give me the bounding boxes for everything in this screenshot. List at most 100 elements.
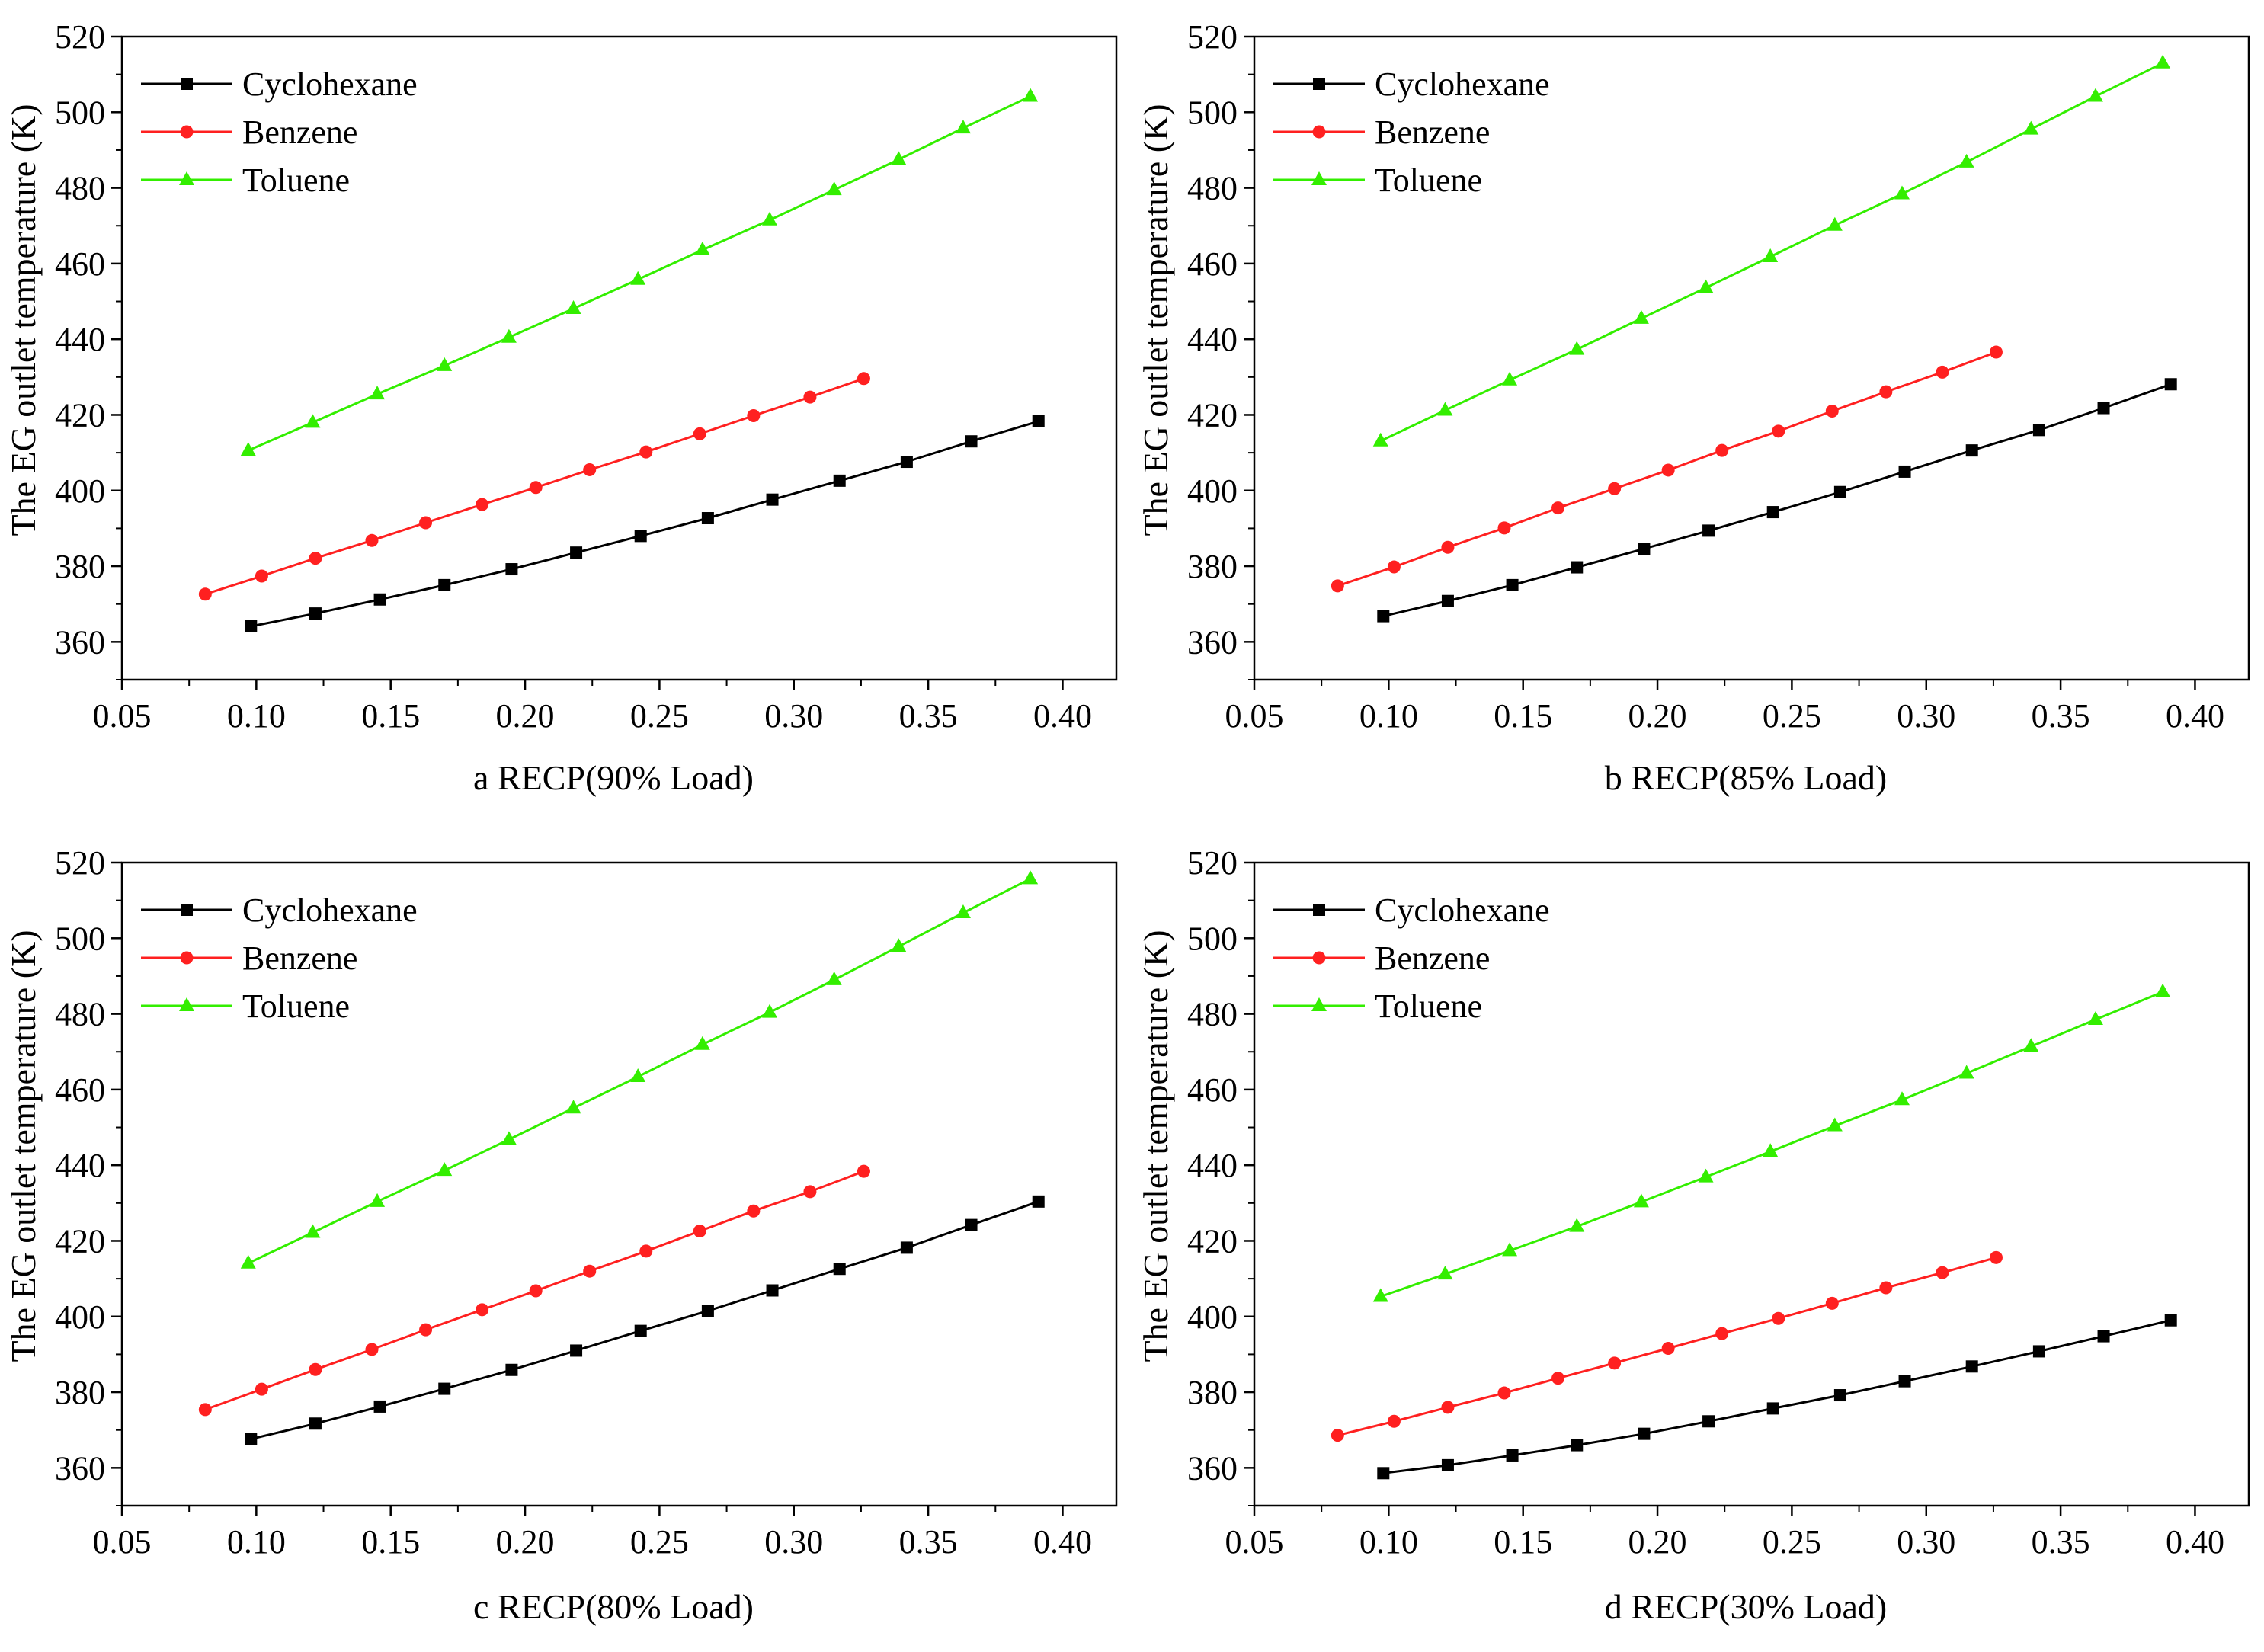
- legend-label-benzene: Benzene: [242, 940, 357, 977]
- chart-panel-b: 0.05 0.10 0.15 0.20 0.25 0.30 0.35 0.40 360 380 40…: [1132, 0, 2264, 826]
- legend-marker-toluene: [1311, 997, 1327, 1011]
- y-tick-label: 460: [55, 245, 105, 283]
- data-point-benzene: [365, 533, 379, 547]
- chart-panel-a: 0.05 0.10 0.15 0.20 0.25 0.30 0.35 0.40 360 380 40…: [0, 0, 1132, 826]
- data-point-toluene: [891, 938, 907, 952]
- x-tick-label: 0.20: [1628, 1523, 1687, 1561]
- data-point-toluene: [955, 904, 971, 919]
- data-point-cyclohexane: [309, 607, 322, 620]
- data-point-benzene: [803, 1185, 817, 1199]
- data-point-toluene: [1827, 1117, 1843, 1132]
- data-point-toluene: [305, 414, 321, 428]
- legend-marker-benzene: [180, 951, 194, 965]
- chart-c-svg: 0.05 0.10 0.15 0.20 0.25 0.30 0.35 0.40 360 380 40…: [4, 844, 1118, 1626]
- x-tick-label: 0.05: [93, 697, 152, 735]
- data-point-benzene: [803, 390, 817, 404]
- data-point-toluene: [1372, 1288, 1388, 1302]
- x-tick-label: 0.30: [764, 1523, 823, 1561]
- data-point-toluene: [694, 1036, 710, 1050]
- data-point-cyclohexane: [634, 1324, 647, 1337]
- legend-marker-cyclohexane: [1313, 78, 1325, 90]
- data-point-benzene: [693, 427, 706, 440]
- data-point-toluene: [2087, 88, 2103, 102]
- data-point-toluene: [1698, 279, 1714, 293]
- legend-marker-benzene: [180, 125, 194, 139]
- data-point-benzene: [1387, 1414, 1401, 1428]
- data-point-toluene: [1569, 341, 1585, 355]
- x-tick-label: 0.25: [1763, 1523, 1821, 1561]
- data-point-cyclohexane: [833, 474, 846, 487]
- y-tick-label: 480: [55, 996, 105, 1033]
- data-point-benzene: [1331, 1429, 1344, 1442]
- plot-frame: [120, 35, 1118, 681]
- data-point-benzene: [747, 408, 761, 422]
- data-point-cyclohexane: [570, 546, 583, 559]
- data-point-toluene: [437, 357, 453, 371]
- x-tick-label: 0.05: [93, 1523, 152, 1561]
- data-point-benzene: [693, 1225, 706, 1238]
- legend-label-cyclohexane: Cyclohexane: [1375, 892, 1550, 929]
- y-axis-title: The EG outlet temperature (K): [1136, 930, 1175, 1362]
- data-point-cyclohexane: [1702, 1415, 1715, 1428]
- data-point-toluene: [2155, 983, 2171, 997]
- data-point-toluene: [1763, 248, 1779, 262]
- data-point-toluene: [1437, 402, 1453, 416]
- data-point-benzene: [857, 1164, 870, 1178]
- y-tick-label: 400: [1187, 1298, 1238, 1336]
- data-point-cyclohexane: [438, 578, 451, 591]
- y-tick-label: 400: [55, 1298, 105, 1336]
- data-point-benzene: [529, 1284, 543, 1298]
- data-point-benzene: [1772, 424, 1785, 438]
- data-point-cyclohexane: [1702, 524, 1715, 537]
- data-point-toluene: [1958, 153, 1974, 168]
- data-point-toluene: [694, 242, 710, 256]
- data-point-benzene: [419, 516, 433, 530]
- y-tick-label: 480: [1187, 996, 1238, 1033]
- data-point-benzene: [309, 1362, 322, 1376]
- y-tick-label: 460: [55, 1071, 105, 1109]
- y-tick-label: 520: [55, 844, 105, 882]
- data-point-cyclohexane: [1377, 1467, 1390, 1480]
- data-point-toluene: [826, 181, 842, 196]
- data-point-toluene: [1958, 1065, 1974, 1079]
- y-tick-label: 460: [1187, 1071, 1238, 1109]
- y-tick-label: 480: [55, 170, 105, 207]
- legend-label-benzene: Benzene: [242, 114, 357, 151]
- x-tick-label: 0.15: [1494, 697, 1552, 735]
- y-axis-title: The EG outlet temperature (K): [4, 930, 43, 1362]
- y-tick-label: 440: [1187, 1147, 1238, 1184]
- data-point-toluene: [891, 151, 907, 165]
- legend-label-toluene: Toluene: [1375, 988, 1482, 1025]
- data-point-benzene: [1879, 1281, 1893, 1295]
- legend-marker-toluene: [179, 171, 194, 185]
- legend-label-cyclohexane: Cyclohexane: [1375, 66, 1550, 103]
- y-tick-label: 440: [1187, 321, 1238, 358]
- data-point-toluene: [1023, 88, 1039, 102]
- data-point-benzene: [1715, 1327, 1729, 1340]
- data-point-benzene: [1331, 579, 1344, 593]
- plot-frame: [1253, 35, 2250, 681]
- data-point-benzene: [1936, 1266, 1949, 1279]
- data-point-benzene: [1551, 501, 1565, 515]
- data-point-benzene: [198, 1403, 212, 1417]
- legend-label-toluene: Toluene: [1375, 162, 1482, 199]
- legend-label-cyclohexane: Cyclohexane: [242, 892, 418, 929]
- y-axis-title: The EG outlet temperature (K): [1136, 104, 1175, 536]
- series-line-toluene: [248, 95, 1031, 452]
- data-point-cyclohexane: [701, 512, 714, 525]
- legend-marker-toluene: [1311, 171, 1327, 185]
- data-point-cyclohexane: [245, 620, 258, 632]
- data-point-toluene: [240, 1254, 256, 1269]
- data-point-toluene: [2155, 54, 2171, 69]
- data-point-benzene: [1989, 1250, 2003, 1264]
- y-tick-label: 420: [55, 1222, 105, 1260]
- data-point-benzene: [583, 1264, 597, 1278]
- x-tick-label: 0.35: [2032, 1523, 2090, 1561]
- data-point-cyclohexane: [2032, 424, 2045, 437]
- data-point-cyclohexane: [1766, 1402, 1779, 1415]
- data-point-toluene: [437, 1162, 453, 1177]
- x-tick-label: 0.15: [361, 1523, 420, 1561]
- x-axis-title: d RECP(30% Load): [1605, 1587, 1888, 1626]
- data-point-toluene: [630, 271, 646, 285]
- y-axis-title: The EG outlet temperature (K): [4, 104, 43, 536]
